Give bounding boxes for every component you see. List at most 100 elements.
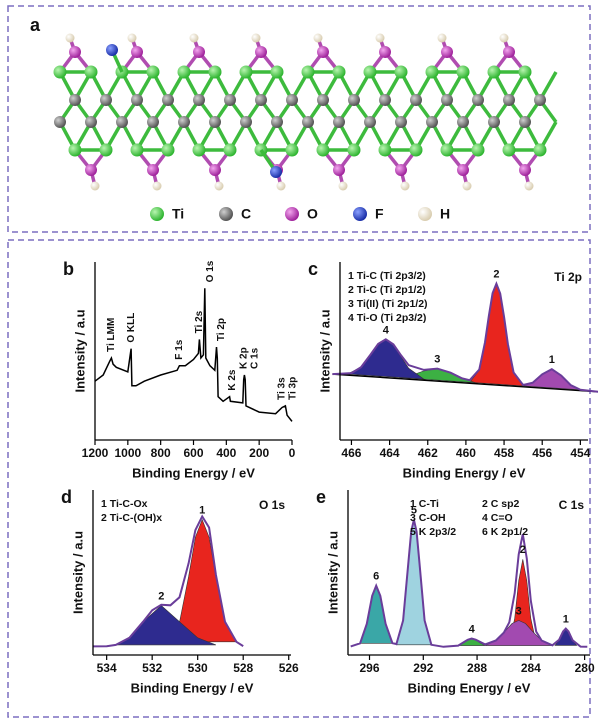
- legend-label: 3 Ti(II) (Ti 2p1/2): [348, 298, 428, 310]
- x-tick-label: 458: [494, 446, 514, 460]
- x-tick-label: 0: [289, 446, 296, 460]
- peak-label: 2: [158, 590, 164, 602]
- atom-legend: Ti C O F H: [150, 206, 450, 222]
- x-tick-label: 530: [188, 661, 208, 675]
- x-axis-label: Binding Energy / eV: [408, 680, 531, 695]
- x-tick-label: 1200: [82, 446, 109, 460]
- peak-label: 2: [493, 269, 499, 281]
- legend-swatch: [219, 207, 233, 221]
- peak-annotation: O 1s: [205, 260, 216, 282]
- x-tick-label: 600: [183, 446, 203, 460]
- panel-letter: e: [316, 487, 326, 507]
- x-tick-label: 528: [233, 661, 253, 675]
- f-atom: [106, 44, 118, 56]
- x-tick-label: 462: [418, 446, 438, 460]
- chart: c 466 464 462 460 458 456 454 Binding Energy / e…: [308, 259, 598, 481]
- peak-annotation: Ti 3p: [287, 377, 298, 400]
- peak-label: 6: [373, 571, 379, 583]
- x-axis-label: Binding Energy / eV: [131, 680, 254, 695]
- y-axis-label: Intensity / a.u: [72, 309, 87, 392]
- x-tick-label: 284: [521, 661, 541, 675]
- x-tick-label: 526: [279, 661, 299, 675]
- figure: a Ti C O F H b120010008006004002000Bindi…: [0, 0, 598, 723]
- legend-label: 4 Ti-O (Ti 2p3/2): [348, 312, 426, 324]
- peak-label: 1: [563, 614, 569, 626]
- spectrum-label: O 1s: [259, 498, 285, 512]
- legend-label: 4 C=O: [482, 512, 513, 524]
- spectrum-label: C 1s: [559, 498, 585, 512]
- legend-label: 1 Ti-C-Ox: [101, 498, 148, 510]
- chart: d 534 532 530 528 526 Binding Energy / eV Inten…: [61, 487, 299, 696]
- component-area: [555, 629, 577, 646]
- peak-label: 1: [199, 505, 205, 517]
- legend-label: Ti: [172, 206, 184, 222]
- x-tick-label: 296: [359, 661, 379, 675]
- spectrum-line: [95, 288, 292, 421]
- panel-letter: a: [30, 15, 41, 35]
- x-tick-label: 400: [216, 446, 236, 460]
- peak-annotation: Ti 3s: [276, 377, 287, 400]
- legend-label: 1 Ti-C (Ti 2p3/2): [348, 270, 426, 282]
- legend-label: 6 K 2p1/2: [482, 526, 528, 538]
- panel-letter: c: [308, 259, 318, 279]
- legend-label: 3 C-OH: [410, 512, 446, 524]
- peak-annotation: Ti 2p: [216, 318, 227, 341]
- legend-label: H: [440, 206, 450, 222]
- x-tick-label: 456: [532, 446, 552, 460]
- x-tick-label: 280: [575, 661, 595, 675]
- legend-label: 2 Ti-C-(OH)x: [101, 512, 162, 524]
- panel-letter: d: [61, 487, 72, 507]
- x-axis-label: Binding Energy / eV: [403, 465, 526, 480]
- y-axis-label: Intensity / a.u: [325, 531, 340, 614]
- chart: e 296 292 288 284 280 Binding Energy / eV Inten…: [316, 487, 595, 696]
- legend-swatch: [418, 207, 432, 221]
- x-tick-label: 1000: [114, 446, 141, 460]
- f-atom: [270, 166, 282, 178]
- component-area: [360, 586, 392, 644]
- unit-cell: [178, 34, 247, 191]
- legend-label: 1 C-Ti: [410, 498, 439, 510]
- legend-label: F: [375, 206, 384, 222]
- unit-cell: [54, 34, 123, 191]
- peak-annotation: Ti LMM: [106, 318, 117, 352]
- legend-label: 2 C sp2: [482, 498, 520, 510]
- legend-swatch: [150, 207, 164, 221]
- panel-letter: b: [63, 259, 74, 279]
- unit-cell: [116, 34, 185, 191]
- legend-swatch: [353, 207, 367, 221]
- peak-annotation: K 2p: [238, 347, 249, 369]
- peak-annotation: K 2s: [227, 369, 238, 391]
- component-area: [348, 339, 424, 379]
- legend-swatch: [285, 207, 299, 221]
- legend-label: 2 Ti-C (Ti 2p1/2): [348, 284, 426, 296]
- peak-annotation: C 1s: [249, 347, 260, 369]
- legend-label: O: [307, 206, 318, 222]
- x-tick-label: 454: [570, 446, 590, 460]
- peak-annotation: F 1s: [174, 339, 185, 359]
- x-axis-label: Binding Energy / eV: [132, 465, 255, 480]
- y-axis-label: Intensity / a.u: [317, 309, 332, 392]
- x-tick-label: 534: [97, 661, 117, 675]
- peak-label: 3: [516, 605, 522, 617]
- spectrum-label: Ti 2p: [554, 270, 582, 284]
- unit-cell: [364, 34, 433, 191]
- peak-label: 4: [469, 623, 476, 635]
- legend-label: 5 K 2p3/2: [410, 526, 456, 538]
- structure: [54, 34, 557, 191]
- x-tick-label: 464: [380, 446, 400, 460]
- x-tick-label: 460: [456, 446, 476, 460]
- y-axis-label: Intensity / a.u: [70, 531, 85, 614]
- peak-label: 3: [434, 354, 440, 366]
- x-tick-label: 288: [467, 661, 487, 675]
- unit-cell: [426, 34, 495, 191]
- peak-label: 4: [383, 324, 390, 336]
- x-tick-label: 532: [142, 661, 162, 675]
- unit-cell: [488, 34, 557, 191]
- peak-annotation: Ti 2s: [194, 310, 205, 333]
- x-tick-label: 466: [341, 446, 361, 460]
- unit-cell: [302, 34, 371, 191]
- peak-label: 2: [520, 544, 526, 556]
- x-tick-label: 292: [413, 661, 433, 675]
- legend-label: C: [241, 206, 251, 222]
